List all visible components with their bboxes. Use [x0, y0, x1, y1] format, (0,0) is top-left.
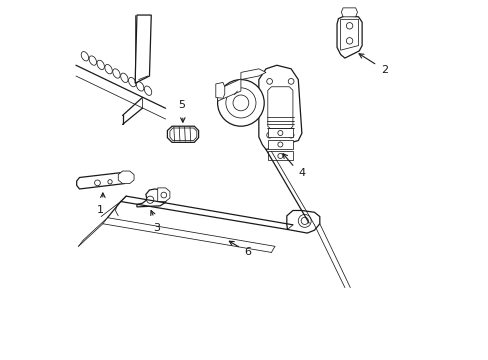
Polygon shape — [217, 79, 241, 101]
Polygon shape — [267, 151, 292, 160]
Text: 2: 2 — [381, 64, 388, 75]
Ellipse shape — [89, 56, 96, 65]
Polygon shape — [267, 129, 292, 137]
Ellipse shape — [97, 60, 104, 69]
Circle shape — [287, 132, 293, 138]
Circle shape — [225, 88, 255, 118]
Polygon shape — [267, 87, 292, 130]
Ellipse shape — [104, 64, 112, 74]
Polygon shape — [77, 172, 128, 189]
Polygon shape — [169, 128, 196, 140]
Polygon shape — [215, 82, 224, 98]
Text: 6: 6 — [244, 247, 251, 257]
Polygon shape — [241, 69, 265, 80]
Polygon shape — [336, 16, 362, 58]
Polygon shape — [341, 8, 357, 17]
Polygon shape — [137, 189, 166, 207]
Circle shape — [301, 217, 308, 225]
Ellipse shape — [113, 69, 120, 78]
Circle shape — [277, 153, 282, 158]
Polygon shape — [267, 140, 292, 149]
Circle shape — [108, 180, 112, 184]
Circle shape — [266, 78, 272, 84]
Circle shape — [94, 180, 100, 186]
Circle shape — [277, 131, 282, 135]
Circle shape — [277, 142, 282, 147]
Polygon shape — [118, 171, 134, 184]
Polygon shape — [340, 19, 358, 50]
Polygon shape — [158, 188, 169, 202]
Polygon shape — [258, 65, 301, 149]
Text: 3: 3 — [153, 223, 160, 233]
Circle shape — [298, 215, 310, 227]
Text: 4: 4 — [298, 168, 305, 178]
Text: 5: 5 — [178, 100, 185, 110]
Polygon shape — [135, 15, 151, 83]
Circle shape — [287, 78, 293, 84]
Circle shape — [161, 192, 166, 198]
Circle shape — [217, 80, 264, 126]
Ellipse shape — [144, 86, 151, 95]
Ellipse shape — [136, 82, 143, 91]
Polygon shape — [286, 211, 319, 233]
Circle shape — [346, 23, 352, 29]
Circle shape — [233, 95, 248, 111]
Ellipse shape — [128, 77, 136, 87]
Ellipse shape — [121, 73, 128, 82]
Circle shape — [146, 196, 153, 203]
Circle shape — [266, 132, 272, 138]
Ellipse shape — [81, 51, 88, 61]
Text: 1: 1 — [97, 205, 103, 215]
Circle shape — [346, 38, 352, 44]
Polygon shape — [167, 126, 198, 142]
